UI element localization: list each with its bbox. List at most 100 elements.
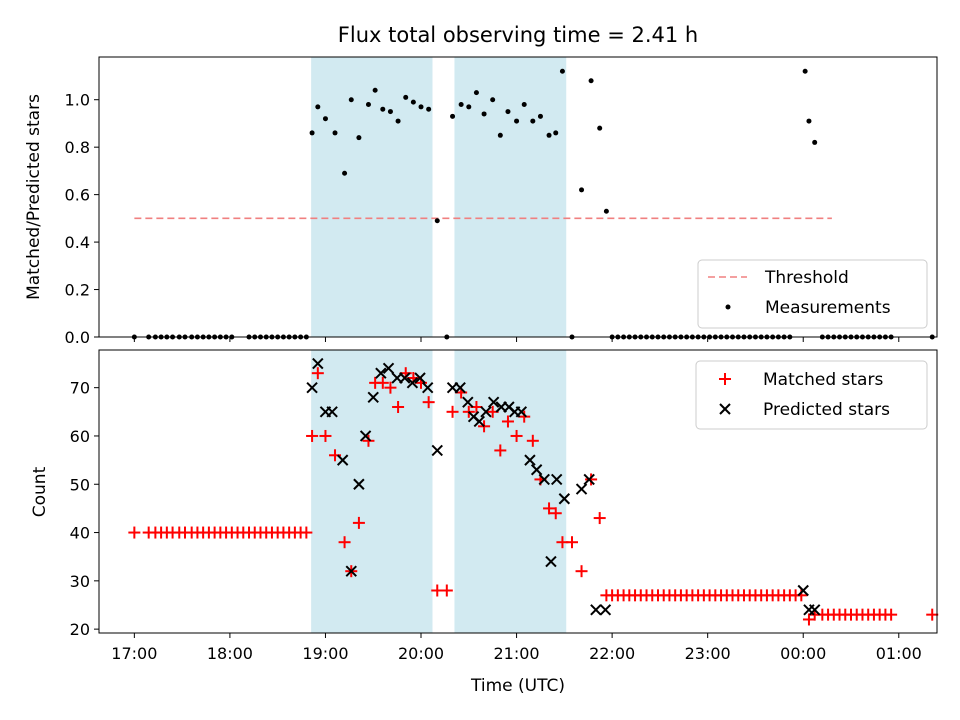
predicted-point — [414, 372, 426, 384]
matched-point — [311, 367, 324, 380]
predicted-point — [524, 454, 536, 466]
measurement-point — [410, 99, 416, 105]
predicted-point — [538, 473, 550, 486]
top-legend-box — [697, 259, 928, 329]
measurement-point — [514, 118, 520, 124]
predicted-point — [480, 406, 492, 418]
predicted-point — [797, 584, 809, 597]
matched-point — [510, 429, 523, 442]
matched-point — [392, 400, 405, 413]
measurement-point — [332, 130, 338, 136]
legend-matched-label: Matched stars — [763, 370, 883, 390]
bottom-y-axis-label: Count — [30, 466, 50, 517]
predicted-point — [515, 406, 528, 418]
matched-point — [518, 410, 531, 423]
predicted-point — [406, 377, 419, 389]
predicted-point — [421, 381, 434, 394]
matched-point — [585, 473, 598, 486]
predicted-point — [454, 381, 466, 394]
matched-point — [446, 405, 459, 418]
measurement-point — [559, 68, 565, 74]
matched-point — [362, 434, 375, 447]
top-panel: 0.0 0.2 0.4 0.6 0.8 1.0 Flux total observing … — [24, 23, 938, 347]
predicted-point — [353, 478, 365, 490]
matched-point — [440, 584, 453, 597]
legend-predicted-label: Predicted stars — [763, 400, 890, 420]
measurement-point — [481, 111, 487, 117]
predicted-point — [590, 604, 602, 616]
bottom-legend-box — [695, 360, 928, 430]
xtick-label: 21:00 — [494, 644, 540, 663]
top-observing-window-1 — [454, 57, 567, 337]
matched-point — [494, 444, 507, 457]
predicted-point — [575, 483, 588, 495]
matched-point — [300, 526, 313, 539]
measurement-point — [372, 87, 378, 93]
measurement-point — [450, 113, 456, 119]
matched-point — [549, 507, 562, 520]
predicted-point — [399, 372, 411, 384]
bottom-axes-frame — [98, 349, 938, 634]
measurement-point — [530, 118, 536, 124]
predicted-point — [487, 396, 500, 408]
matched-point — [543, 502, 556, 515]
measurement-point — [380, 106, 386, 112]
matched-point — [352, 516, 365, 529]
xtick-label: 22:00 — [589, 644, 635, 663]
xtick-label: 23:00 — [685, 644, 731, 663]
predicted-point — [367, 391, 379, 404]
measurement-point — [315, 104, 321, 110]
top-axes-frame — [98, 56, 938, 338]
bottom-legend: Matched stars Predicted stars — [695, 360, 928, 430]
measurement-point — [458, 101, 464, 107]
chart-title: Flux total observing time = 2.41 h — [338, 23, 698, 47]
bottom-ytick-label: 30 — [70, 572, 90, 591]
measurement-point — [473, 90, 479, 96]
matched-point — [593, 512, 606, 525]
matched-point — [319, 429, 332, 442]
measurement-point — [395, 118, 401, 124]
top-ytick-label: 0.6 — [65, 186, 90, 205]
xtick-label: 00:00 — [780, 644, 826, 663]
measurement-point — [309, 130, 315, 136]
predicted-point — [345, 565, 357, 577]
measurement-point — [521, 101, 527, 107]
measurement-point — [546, 132, 552, 138]
xtick-label: 17:00 — [111, 644, 157, 663]
bottom-observing-window-0 — [311, 350, 433, 633]
matched-point — [501, 415, 514, 428]
measurement-point — [403, 94, 409, 100]
top-ytick-label: 0.8 — [65, 138, 90, 157]
predicted-point — [382, 362, 395, 375]
measurement-point — [418, 104, 424, 110]
predicted-point — [530, 464, 543, 476]
predicted-point — [306, 381, 318, 394]
measurement-point — [342, 170, 348, 176]
top-ytick-label: 1.0 — [65, 91, 90, 110]
matched-point — [526, 434, 539, 447]
measurement-point — [505, 109, 511, 115]
measurement-point — [588, 78, 594, 84]
bottom-panel: 20 30 40 50 60 70 17:00 18:00 19:00 20:00 21:00 22… — [30, 349, 939, 696]
measurement-point — [806, 118, 812, 124]
measurement-point — [579, 187, 585, 193]
predicted-point — [462, 396, 474, 408]
top-ytick-label: 0.4 — [65, 233, 90, 252]
predicted-point — [336, 454, 349, 466]
measurement-point — [597, 125, 603, 131]
matched-point — [376, 376, 389, 389]
predicted-point — [312, 357, 324, 370]
measurement-point — [322, 116, 328, 122]
predicted-point — [583, 473, 595, 486]
measurement-point — [365, 101, 371, 107]
legend-threshold-label: Threshold — [764, 268, 849, 288]
xtick-label: 18:00 — [207, 644, 253, 663]
measurement-point — [348, 97, 354, 103]
predicted-point — [558, 493, 571, 505]
measurement-point — [497, 132, 503, 138]
measurement-point — [434, 218, 440, 224]
legend-predicted-swatch — [719, 403, 731, 415]
predicted-point — [808, 604, 821, 616]
top-observing-window-0 — [311, 57, 433, 337]
